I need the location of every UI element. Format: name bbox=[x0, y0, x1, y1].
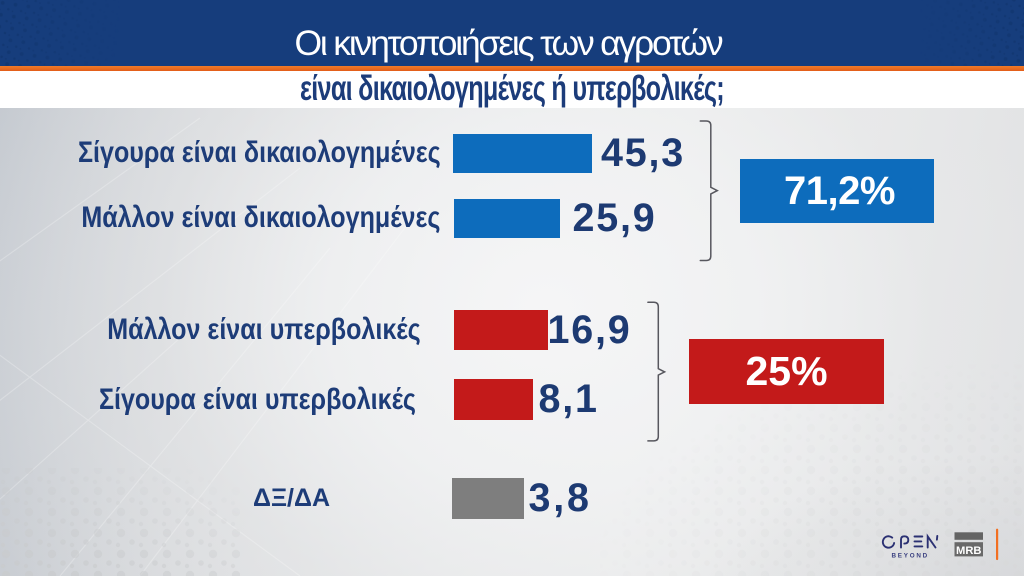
svg-text:BEYOND: BEYOND bbox=[892, 552, 929, 559]
svg-text:MRB: MRB bbox=[956, 545, 982, 557]
